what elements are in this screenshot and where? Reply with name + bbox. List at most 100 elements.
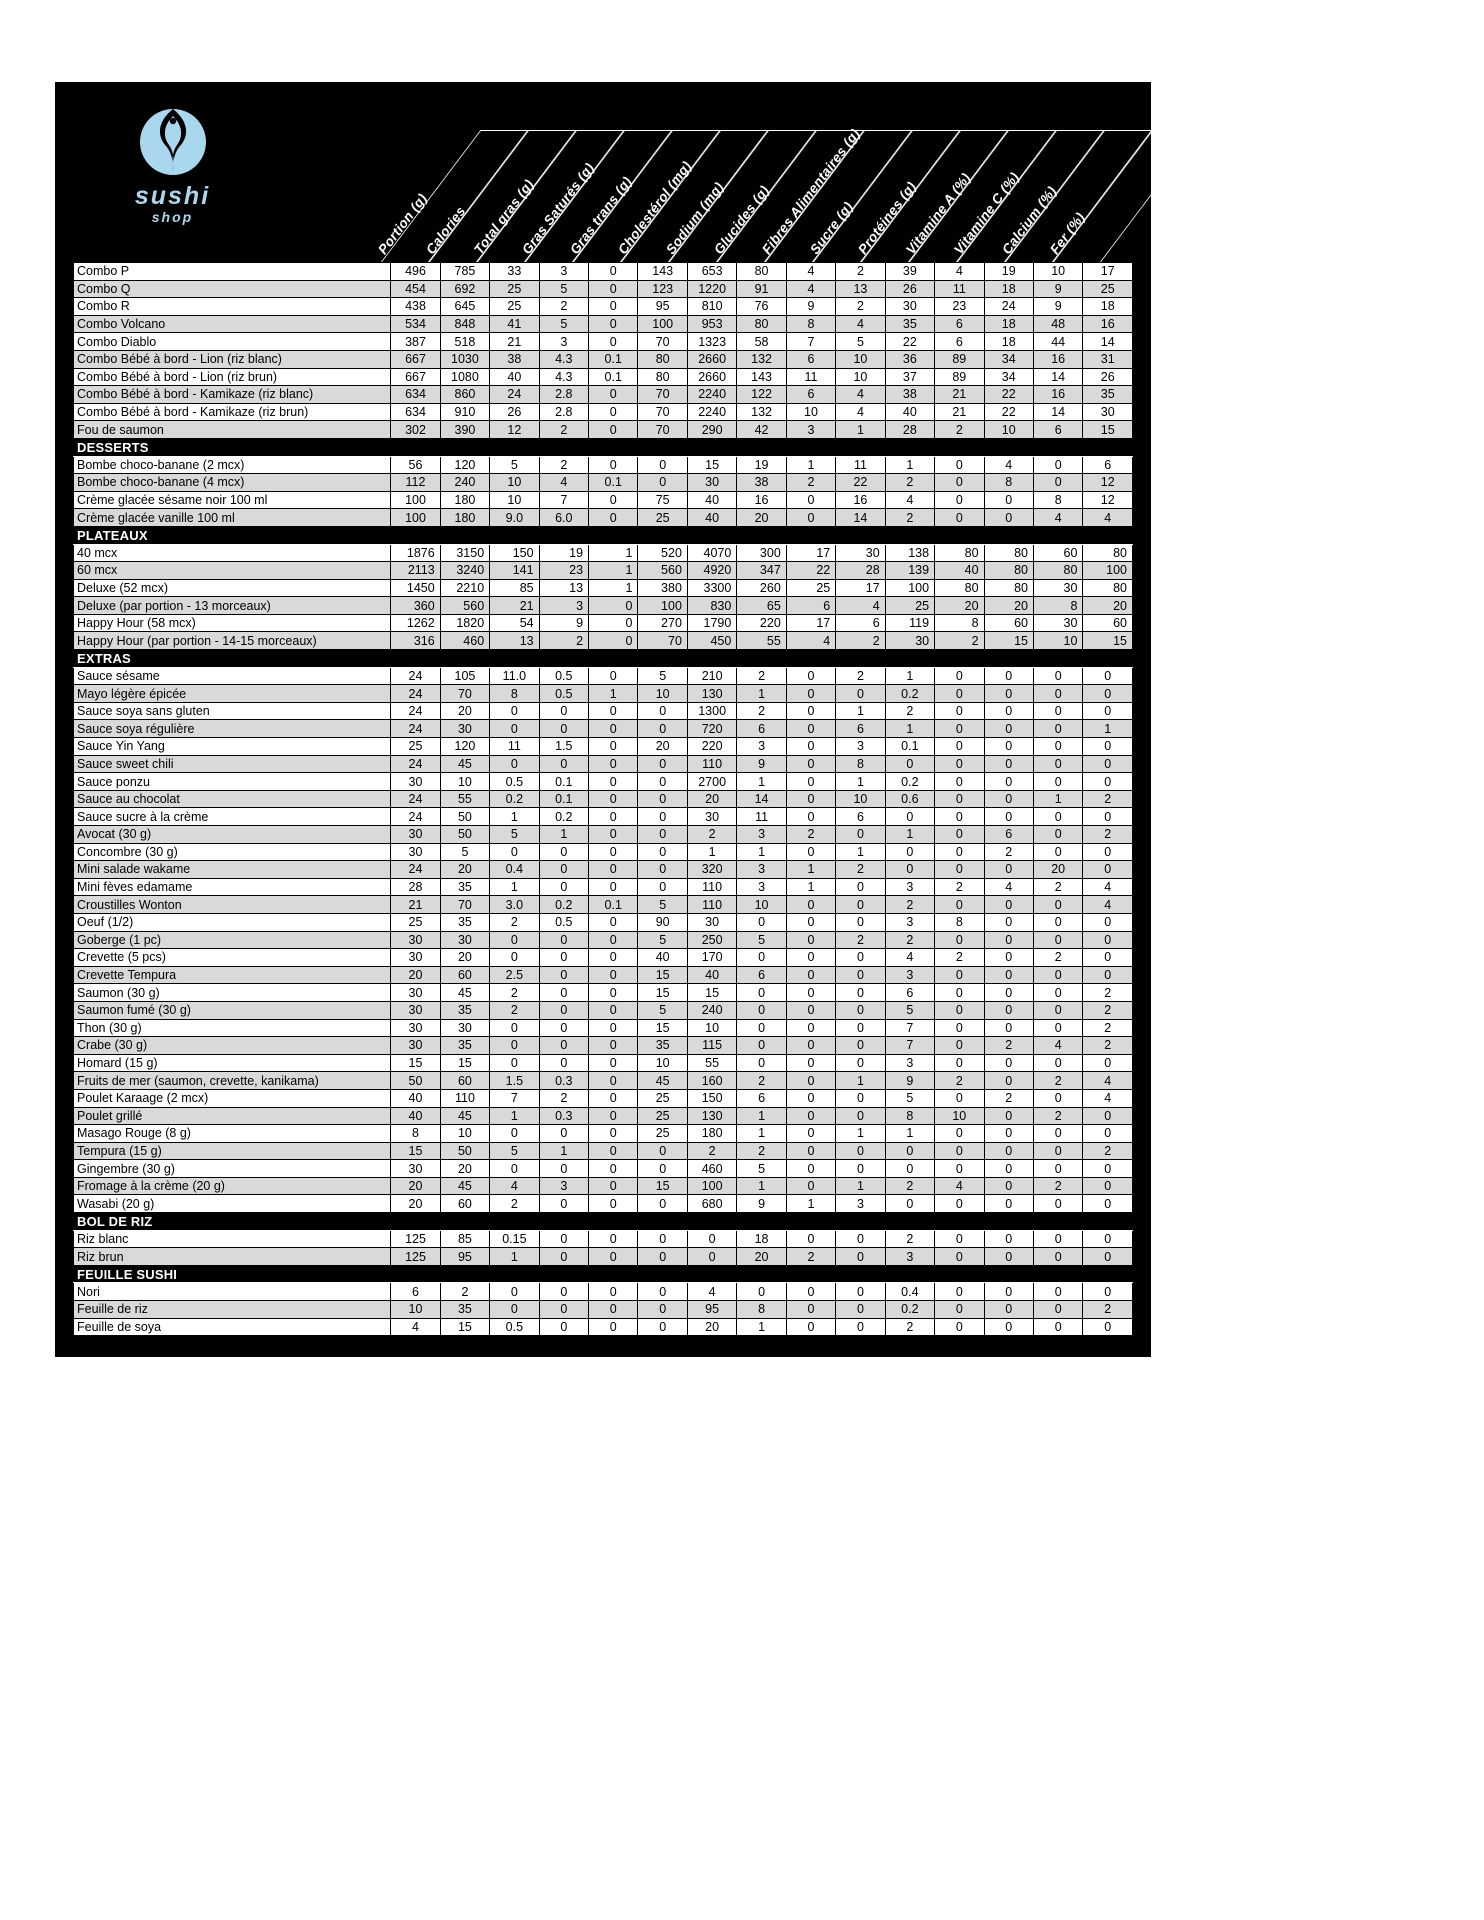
- value-cell: 1300: [686, 701, 738, 721]
- value-cell: 0: [588, 912, 639, 932]
- value-cell: 0: [1082, 1247, 1133, 1266]
- value-cell: 2: [439, 1282, 491, 1302]
- value-cell: 0: [983, 1317, 1034, 1337]
- value-cell: 2: [835, 262, 886, 281]
- value-cell: 3: [736, 860, 787, 879]
- table-row: Bombe choco-banane (2 mcx) 56 120 5 2 0 0 15 19 1…: [72, 455, 1133, 475]
- value-cell: 138: [884, 543, 936, 563]
- value-cell: 0: [785, 912, 837, 932]
- value-cell: 0: [785, 1176, 837, 1196]
- value-cell: 70: [637, 631, 688, 651]
- value-cell: 1: [835, 1071, 886, 1090]
- value-cell: 70: [637, 402, 688, 422]
- item-name-cell: Combo Bébé à bord - Kamikaze (riz brun): [72, 402, 392, 422]
- value-cell: 1: [884, 1124, 936, 1143]
- item-name-cell: Combo R: [72, 297, 392, 316]
- value-cell: 260: [736, 578, 787, 598]
- value-cell: 0: [983, 1071, 1034, 1090]
- value-cell: 0: [785, 1124, 837, 1143]
- value-cell: 0: [835, 1106, 886, 1126]
- value-cell: 30: [390, 825, 441, 844]
- value-cell: 80: [1082, 543, 1133, 563]
- item-name-cell: Sauce Yin Yang: [72, 737, 392, 756]
- value-cell: 785: [439, 262, 491, 281]
- value-cell: 1: [835, 420, 886, 439]
- value-cell: 0: [1082, 1053, 1133, 1073]
- table-row: Fruits de mer (saumon, crevette, kanikam…: [72, 1071, 1133, 1090]
- table-row: Combo Bébé à bord - Kamikaze (riz brun) 6…: [72, 402, 1133, 422]
- value-cell: 0: [934, 737, 985, 756]
- value-cell: 20: [736, 1247, 787, 1266]
- value-cell: 14: [1032, 367, 1084, 387]
- item-name-cell: Fou de saumon: [72, 420, 392, 439]
- value-cell: 30: [390, 983, 441, 1002]
- value-cell: 1: [835, 1176, 886, 1196]
- value-cell: 0: [785, 807, 837, 826]
- value-cell: 0: [588, 737, 639, 756]
- value-cell: 653: [686, 262, 738, 281]
- value-cell: 30: [1032, 578, 1084, 598]
- value-cell: 4: [538, 473, 590, 492]
- section-title: EXTRAS: [73, 649, 1133, 668]
- value-cell: 0: [1032, 473, 1084, 492]
- value-cell: 5: [736, 1159, 787, 1178]
- value-cell: 2: [785, 473, 837, 492]
- value-cell: 95: [439, 1247, 491, 1266]
- value-cell: 95: [686, 1300, 738, 1319]
- value-cell: 4: [686, 1282, 738, 1302]
- value-cell: 14: [1032, 402, 1084, 422]
- value-cell: 1.5: [489, 1071, 540, 1090]
- value-cell: 10: [736, 895, 787, 914]
- value-cell: 0: [736, 1036, 787, 1055]
- value-cell: 0: [588, 631, 639, 651]
- value-cell: 0: [538, 983, 590, 1002]
- value-cell: 80: [736, 314, 787, 334]
- value-cell: 2: [1082, 983, 1133, 1002]
- value-cell: 85: [439, 1229, 491, 1249]
- value-cell: 8: [934, 912, 985, 932]
- value-cell: 8: [835, 754, 886, 774]
- value-cell: 0: [588, 613, 639, 633]
- table-row: Combo Bébé à bord - Lion (riz blanc) 667 1…: [72, 349, 1133, 369]
- value-cell: 2: [884, 473, 936, 492]
- value-cell: 60: [439, 965, 491, 985]
- value-cell: 15: [1082, 420, 1133, 439]
- value-cell: 34: [983, 367, 1034, 387]
- value-cell: 0: [538, 860, 590, 879]
- value-cell: 1: [538, 1141, 590, 1161]
- value-cell: 2: [686, 1141, 738, 1161]
- value-cell: 15: [686, 455, 738, 475]
- value-cell: 1080: [439, 367, 491, 387]
- value-cell: 0: [588, 1159, 639, 1178]
- value-cell: 55: [439, 789, 491, 809]
- value-cell: 11: [785, 367, 837, 387]
- value-cell: 22: [785, 561, 837, 580]
- value-cell: 0: [1082, 737, 1133, 756]
- value-cell: 1: [884, 455, 936, 475]
- value-cell: 80: [983, 543, 1034, 563]
- value-cell: 10: [439, 1124, 491, 1143]
- value-cell: 0.5: [538, 684, 590, 703]
- value-cell: 0: [983, 912, 1034, 932]
- value-cell: 0: [489, 930, 540, 950]
- value-cell: 28: [835, 561, 886, 580]
- value-cell: 40: [686, 965, 738, 985]
- value-cell: 4: [1082, 1071, 1133, 1090]
- value-cell: 5: [835, 332, 886, 351]
- value-cell: 19: [538, 543, 590, 563]
- value-cell: 40: [934, 561, 985, 580]
- value-cell: 0.5: [538, 666, 590, 686]
- item-name-cell: Mayo légère épicée: [72, 684, 392, 703]
- table-row: Gingembre (30 g) 30 20 0 0 0 0 460 5 0 0 0 0 0 0 0: [72, 1159, 1133, 1178]
- value-cell: 30: [1032, 613, 1084, 633]
- value-cell: 0: [785, 1300, 837, 1319]
- item-name-cell: Happy Hour (par portion - 14-15 morceaux…: [72, 631, 392, 651]
- value-cell: 40: [390, 1106, 441, 1126]
- value-cell: 560: [439, 596, 491, 615]
- value-cell: 90: [637, 912, 688, 932]
- value-cell: 0: [785, 684, 837, 703]
- value-cell: 25: [637, 1106, 688, 1126]
- value-cell: 2: [736, 666, 787, 686]
- value-cell: 23: [934, 297, 985, 316]
- value-cell: 2: [1082, 1000, 1133, 1020]
